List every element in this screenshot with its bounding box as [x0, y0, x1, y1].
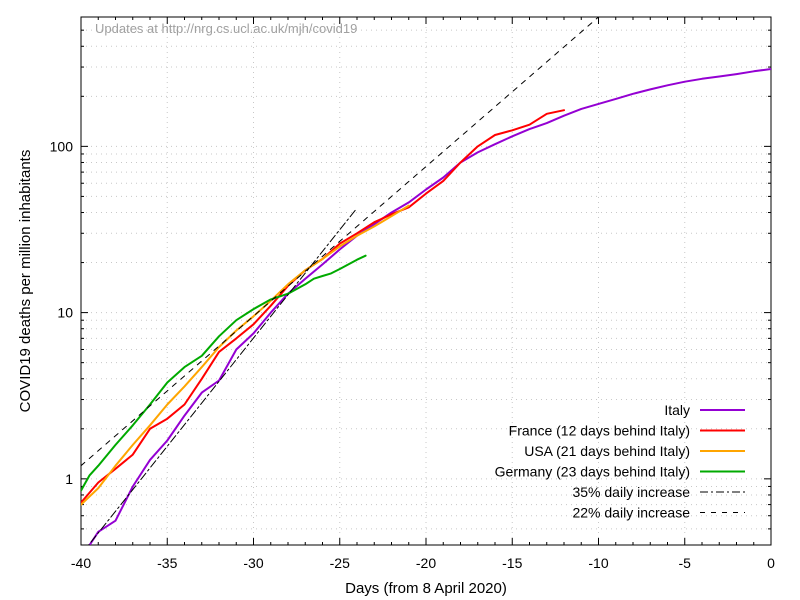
- legend-label-3: USA (21 days behind Italy): [524, 443, 690, 459]
- series-line-3: [81, 204, 410, 506]
- x-tick-label: -40: [71, 555, 91, 571]
- series-line-4: [81, 254, 367, 492]
- legend-label-6: 22% daily increase: [572, 505, 690, 521]
- tick-labels: -40 -35 -30 -25 -20 -15 -10 -5 0 1 10 100: [50, 138, 775, 571]
- legend-label-1: Italy: [664, 402, 690, 418]
- series-line-6: [81, 17, 599, 467]
- y-axis-title: COVID19 deaths per million inhabitants: [17, 150, 34, 413]
- x-tick-label: -30: [243, 555, 263, 571]
- legend: Italy France (12 days behind Italy) USA (2…: [495, 402, 745, 521]
- legend-label-5: 35% daily increase: [572, 484, 690, 500]
- x-tick-label: -10: [588, 555, 608, 571]
- x-tick-label: -5: [679, 555, 692, 571]
- legend-label-2: France (12 days behind Italy): [509, 423, 690, 439]
- axis-ticks: [80, 16, 772, 546]
- x-tick-label: -25: [330, 555, 350, 571]
- legend-label-4: Germany (23 days behind Italy): [495, 464, 690, 480]
- x-tick-label: -20: [416, 555, 436, 571]
- y-tick-label: 10: [57, 305, 73, 321]
- y-tick-label: 1: [65, 471, 73, 487]
- x-tick-label: -15: [502, 555, 522, 571]
- x-tick-label: -35: [157, 555, 177, 571]
- series-line-1: [88, 68, 771, 545]
- x-tick-label: 0: [767, 555, 775, 571]
- series-line-5: [88, 207, 358, 545]
- series-layer: [81, 17, 771, 545]
- x-axis-title: Days (from 8 April 2020): [345, 580, 507, 597]
- annotation-text: Updates at http://nrg.cs.ucl.ac.uk/mjh/c…: [95, 21, 357, 36]
- y-tick-label: 100: [50, 138, 74, 154]
